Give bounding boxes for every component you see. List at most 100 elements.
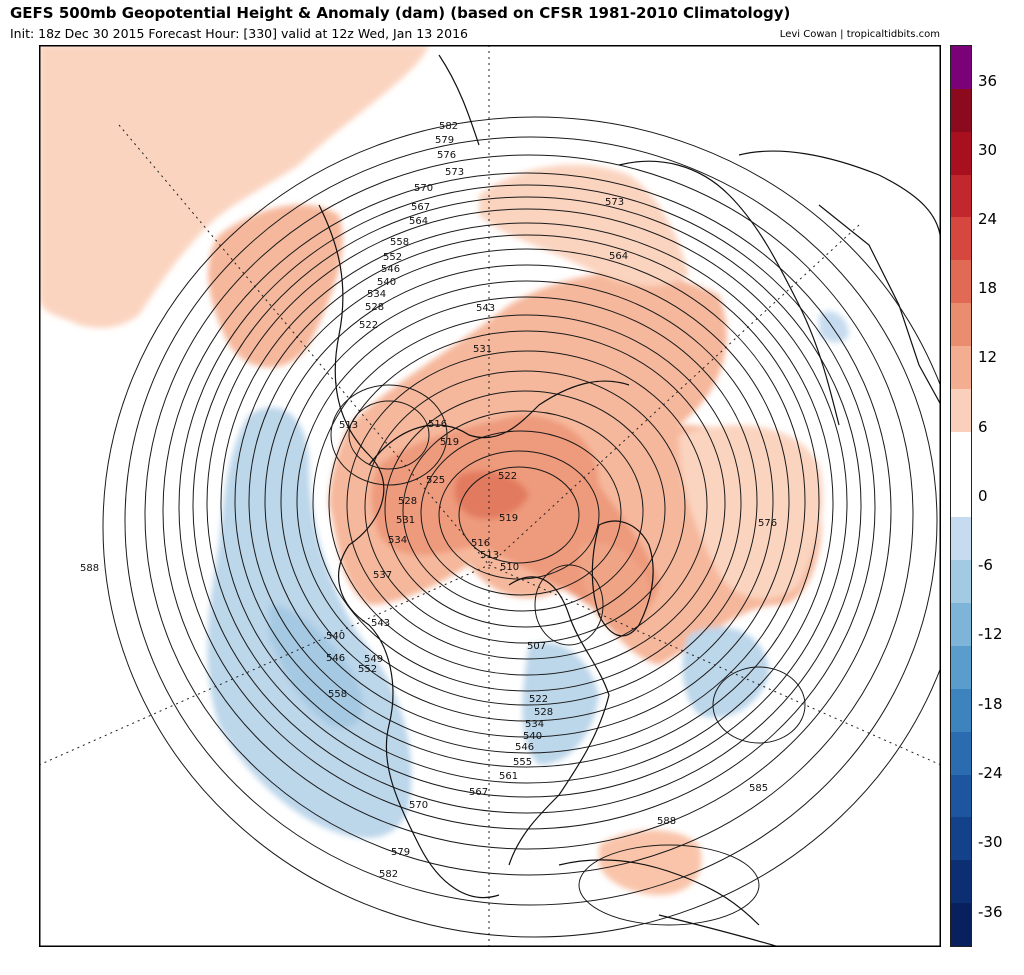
height-label: 567: [411, 202, 430, 213]
height-label: 546: [515, 742, 534, 753]
colorbar-tick-label: 36: [978, 72, 998, 90]
colorbar-segment: [951, 88, 971, 133]
colorbar-segment: [951, 731, 971, 776]
height-label: 540: [377, 277, 396, 288]
height-label: 579: [391, 847, 410, 858]
colorbar-segment: [951, 174, 971, 218]
colorbar-segment: [951, 688, 971, 733]
height-label: 576: [437, 150, 456, 161]
colorbar: [950, 45, 972, 947]
height-label: 540: [523, 731, 542, 742]
map-canvas: 582 579 576 573 570 567 564 558 552 546 …: [39, 45, 941, 947]
colorbar-tick-label: 12: [978, 348, 998, 366]
colorbar-tick-label: 0: [978, 487, 988, 505]
height-label: 573: [445, 167, 464, 178]
colorbar-segment: [951, 903, 971, 947]
colorbar-segment: [951, 817, 971, 861]
height-label: 519: [499, 513, 518, 524]
height-label: 576: [758, 518, 777, 529]
height-label: 570: [414, 183, 433, 194]
height-label: 573: [605, 197, 624, 208]
negative-anomaly-west: [207, 407, 412, 839]
height-label: 585: [749, 783, 768, 794]
colorbar-segment: [951, 46, 971, 90]
colorbar-tick-label: 24: [978, 210, 998, 228]
colorbar-segment: [951, 474, 971, 518]
colorbar-tick-label: 6: [978, 418, 988, 436]
colorbar-tick-label: -18: [978, 695, 1003, 713]
height-label: 558: [328, 689, 347, 700]
height-label: 528: [534, 707, 553, 718]
height-label: 528: [398, 496, 417, 507]
height-label: 588: [80, 563, 99, 574]
height-contours: [102, 116, 941, 938]
height-label: 552: [383, 252, 402, 263]
colorbar-segment: [951, 646, 971, 690]
height-label: 531: [473, 344, 492, 355]
colorbar-segment: [951, 431, 971, 476]
colorbar-tick-label: 18: [978, 279, 998, 297]
height-label: 531: [396, 515, 415, 526]
map-frame: [39, 45, 941, 947]
colorbar-segment: [951, 303, 971, 347]
height-label: 564: [609, 251, 628, 262]
positive-anomaly-northeast: [479, 164, 689, 286]
height-label: 582: [439, 121, 458, 132]
coastlines: [318, 54, 941, 947]
height-label: 567: [469, 787, 488, 798]
height-label: 516: [428, 419, 447, 430]
colorbar-segment: [951, 260, 971, 304]
height-label: 528: [365, 302, 384, 313]
height-labels: 582 579 576 573 570 567 564 558 552 546 …: [80, 121, 777, 880]
map-panel: 582 579 576 573 570 567 564 558 552 546 …: [39, 45, 941, 947]
colorbar-tick-label: -30: [978, 833, 1003, 851]
height-label: 579: [435, 135, 454, 146]
height-label: 540: [326, 631, 345, 642]
negative-anomaly-great-lakes: [522, 642, 599, 765]
colorbar-segment: [951, 560, 971, 604]
height-label: 564: [409, 216, 428, 227]
height-label: 525: [426, 475, 445, 486]
chart-title: GEFS 500mb Geopotential Height & Anomaly…: [10, 4, 791, 22]
height-label: 534: [367, 289, 386, 300]
height-label: 561: [499, 771, 518, 782]
positive-anomaly-greenland: [579, 542, 650, 635]
height-label: 513: [339, 420, 358, 431]
colorbar-segment: [951, 131, 971, 176]
height-label: 516: [471, 538, 490, 549]
height-label: 534: [388, 535, 407, 546]
run-info: Init: 18z Dec 30 2015 Forecast Hour: [33…: [10, 26, 468, 41]
height-label: 588: [657, 816, 676, 827]
height-label: 537: [373, 570, 392, 581]
height-label: 558: [390, 237, 409, 248]
height-label: 534: [525, 719, 544, 730]
positive-anomaly-caribbean: [599, 830, 702, 895]
positive-anomaly-core-max: [454, 471, 529, 519]
credit: Levi Cowan | tropicaltidbits.com: [779, 29, 940, 40]
height-label: 522: [498, 471, 517, 482]
colorbar-segment: [951, 517, 971, 561]
colorbar-tick-label: 30: [978, 141, 998, 159]
colorbar-segment: [951, 346, 971, 390]
colorbar-tick-label: -6: [978, 556, 993, 574]
height-label: 582: [379, 869, 398, 880]
colorbar-tick-label: -24: [978, 764, 1003, 782]
height-label: 546: [381, 264, 400, 275]
height-label: 510: [500, 562, 519, 573]
colorbar-segment: [951, 603, 971, 647]
height-label: 522: [359, 320, 378, 331]
colorbar-tick-label: -12: [978, 625, 1003, 643]
height-label: 522: [529, 694, 548, 705]
colorbar-segment: [951, 860, 971, 904]
colorbar-segment: [951, 217, 971, 261]
height-label: 570: [409, 800, 428, 811]
height-label: 519: [440, 437, 459, 448]
anomaly-shading: [39, 45, 849, 895]
height-label: 549: [364, 654, 383, 665]
height-label: 543: [476, 303, 495, 314]
height-label: 543: [371, 618, 390, 629]
positive-anomaly-pacific-strong: [208, 204, 343, 368]
height-label: 546: [326, 653, 345, 664]
height-label: 507: [527, 641, 546, 652]
colorbar-tick-label: -36: [978, 903, 1003, 921]
